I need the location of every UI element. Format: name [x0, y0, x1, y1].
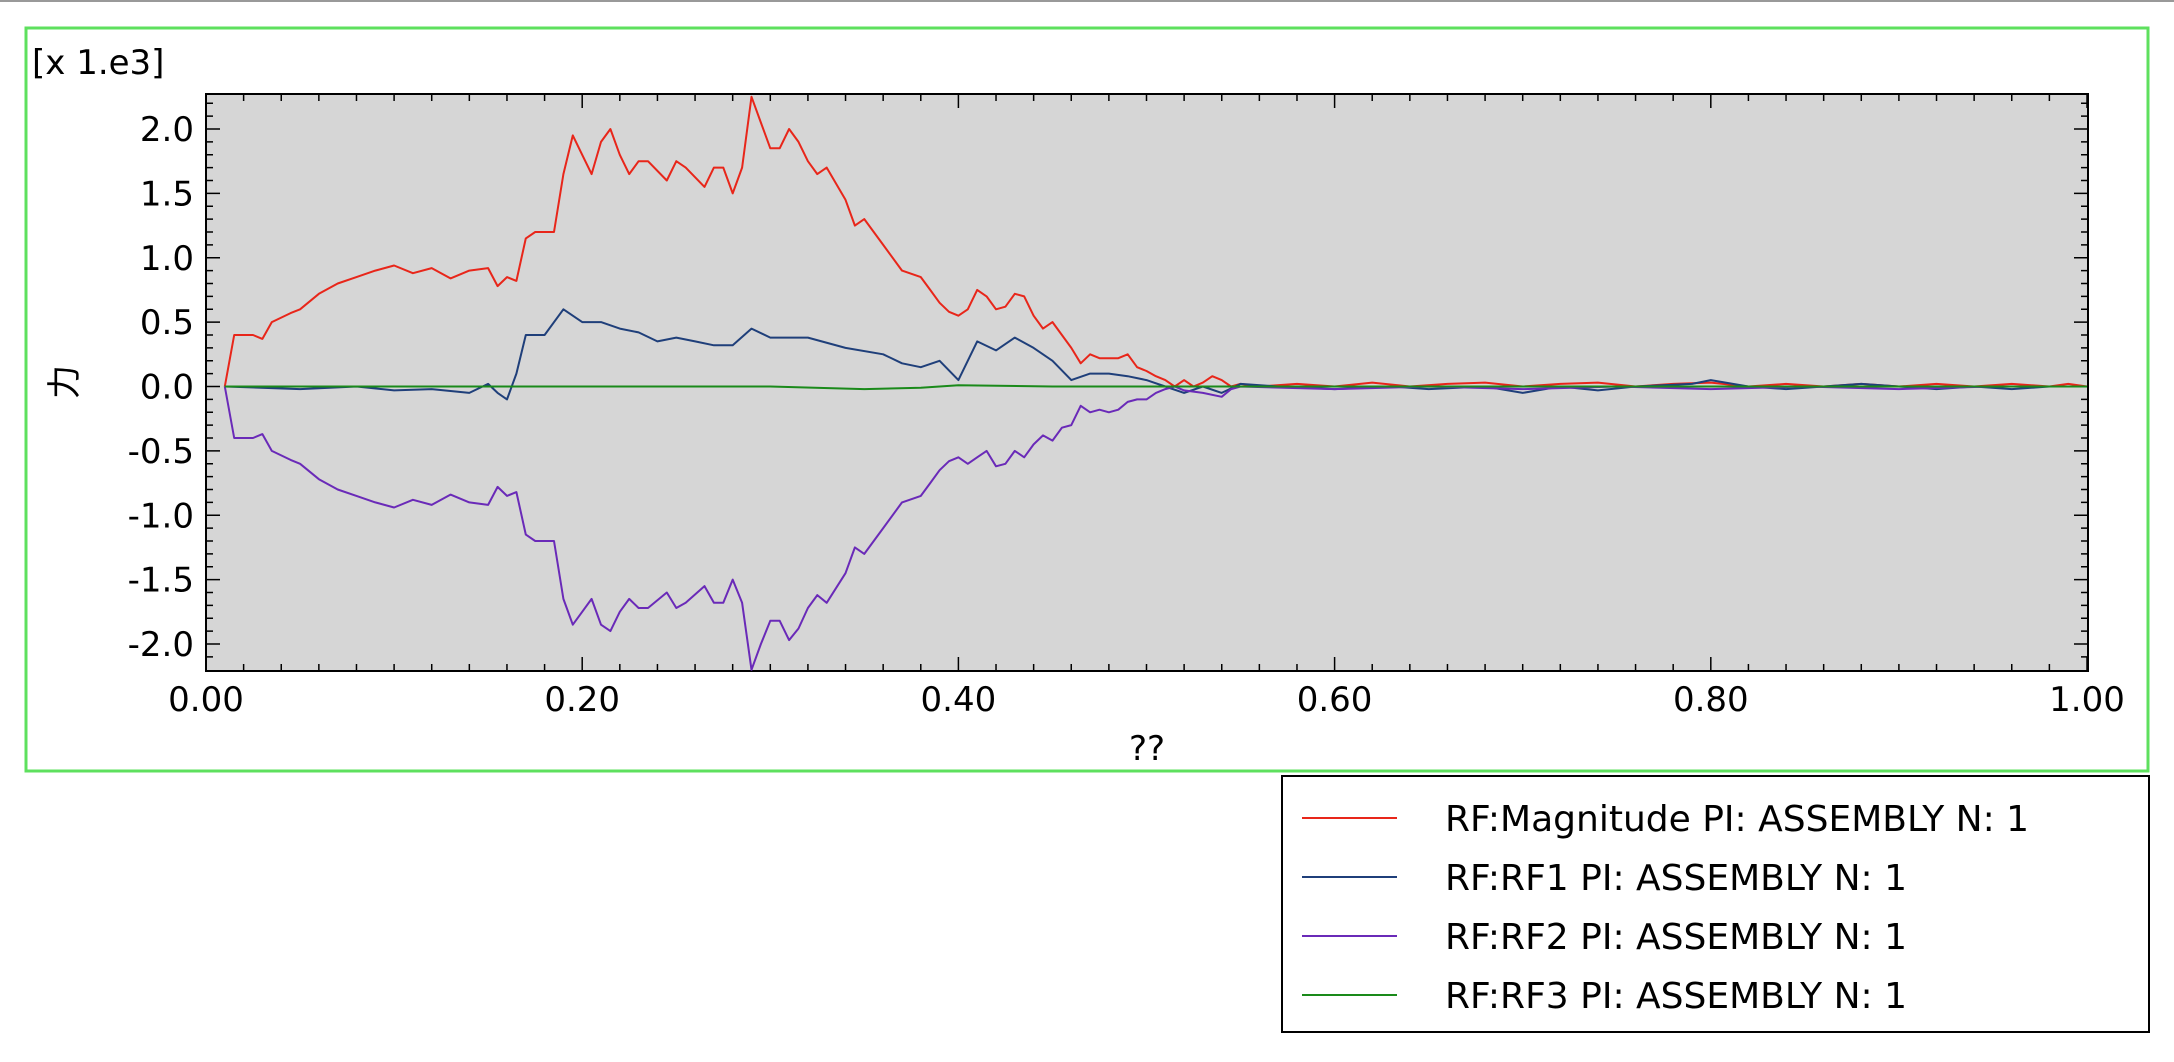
x-tick-label: 0.60: [1297, 680, 1373, 720]
series-line-2: [223, 385, 2087, 671]
x-tick-label: 0.40: [921, 680, 997, 720]
x-tick-label: 1.00: [2049, 680, 2125, 720]
x-tick-label: 0.20: [544, 680, 620, 720]
y-tick-label: 0.5: [140, 303, 194, 343]
y-tick-label: 2.0: [140, 110, 194, 150]
y-tick-label: -0.5: [128, 432, 194, 472]
tick-labels: 0.00 0.20 0.40 0.60 0.80 1.00 2.0 1.5 1.0 0.5 0.0 -…: [128, 110, 2125, 720]
y-tick-label: 0.0: [140, 368, 194, 408]
y-tick-label: 1.0: [140, 239, 194, 279]
series-line-3: [224, 384, 2087, 391]
plot-area: [205, 93, 2089, 672]
x-tick-label: 0.80: [1673, 680, 1749, 720]
y-tick-label: -1.5: [128, 561, 194, 601]
y-tick-label: -1.0: [128, 496, 194, 536]
legend-label: RF:RF3 PI: ASSEMBLY N: 1: [1445, 976, 1907, 1017]
legend: RF:Magnitude PI: ASSEMBLY N: 1 RF:RF1 PI:…: [1281, 775, 2150, 1033]
legend-items: RF:Magnitude PI: ASSEMBLY N: 1 RF:RF1 PI:…: [1302, 799, 2029, 1017]
legend-box: [1281, 775, 2150, 1033]
legend-label: RF:RF1 PI: ASSEMBLY N: 1: [1445, 858, 1907, 899]
y-tick-label: -2.0: [128, 625, 194, 665]
legend-label: RF:RF2 PI: ASSEMBLY N: 1: [1445, 917, 1907, 958]
x-axis-title: ??: [1129, 729, 1165, 769]
y-tick-label: 1.5: [140, 174, 194, 214]
y-axis-title: 力: [45, 365, 85, 399]
series-lines: [223, 95, 2088, 671]
scale-multiplier-label: [x 1.e3]: [32, 43, 164, 83]
x-tick-label: 0.00: [168, 680, 244, 720]
tick-marks: [205, 94, 2088, 671]
legend-label: RF:Magnitude PI: ASSEMBLY N: 1: [1445, 799, 2029, 840]
series-line-1: [224, 308, 2087, 401]
